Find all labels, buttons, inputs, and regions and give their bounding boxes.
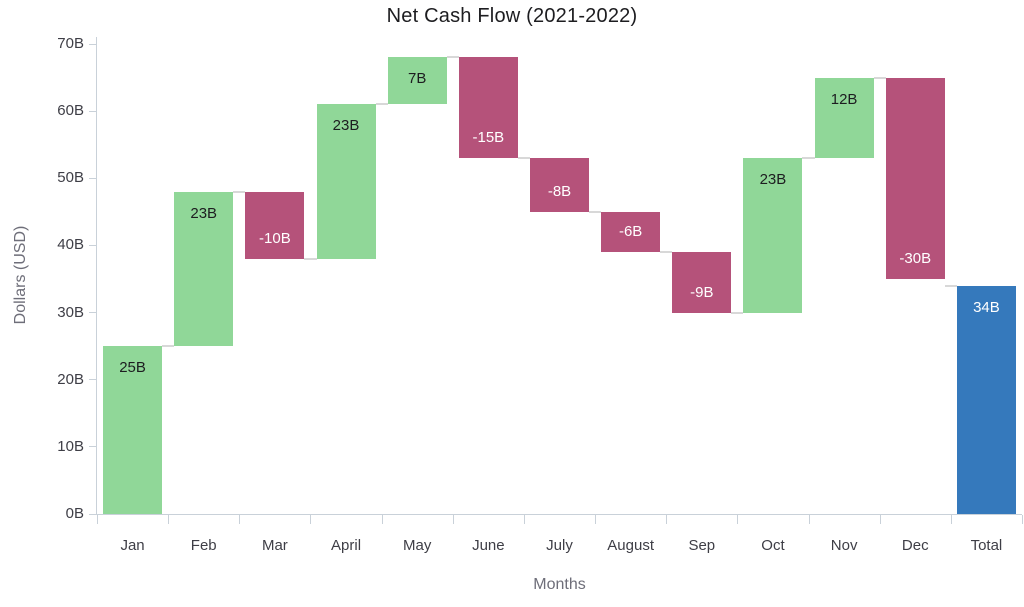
x-axis-tick bbox=[310, 515, 312, 524]
bar-value-label: -10B bbox=[259, 229, 291, 247]
waterfall-bar-jan bbox=[103, 346, 163, 514]
y-axis-tick bbox=[89, 43, 97, 45]
connector-line bbox=[162, 345, 175, 348]
chart-title: Net Cash Flow (2021-2022) bbox=[386, 5, 638, 27]
y-axis-tick bbox=[89, 244, 97, 246]
x-tick-label: Sep bbox=[688, 537, 716, 554]
connector-line bbox=[304, 257, 317, 260]
bar-value-label: -8B bbox=[547, 182, 572, 200]
connector-line bbox=[731, 311, 744, 314]
x-axis-tick bbox=[595, 515, 597, 524]
x-tick-label: July bbox=[546, 537, 573, 554]
x-tick-label: June bbox=[472, 537, 505, 554]
x-tick-label: Nov bbox=[830, 537, 858, 554]
y-axis-tick bbox=[89, 379, 97, 381]
bar-value-label: 34B bbox=[973, 298, 1000, 316]
x-axis-tick bbox=[168, 515, 170, 524]
bar-value-label: -15B bbox=[472, 129, 505, 147]
x-tick-label: May bbox=[403, 537, 432, 554]
x-tick-label: Total bbox=[970, 537, 1003, 554]
bar-value-label: -6B bbox=[618, 223, 643, 241]
x-tick-label: Jan bbox=[120, 537, 145, 554]
bar-value-label: 12B bbox=[830, 90, 858, 108]
waterfall-bar-july bbox=[530, 158, 589, 212]
y-tick-label: 20B bbox=[57, 370, 84, 388]
waterfall-bar-april bbox=[316, 104, 376, 259]
x-tick-label: Feb bbox=[190, 537, 217, 554]
x-axis-tick bbox=[1022, 515, 1023, 524]
bar-value-label: 23B bbox=[759, 171, 787, 189]
y-tick-label: 70B bbox=[57, 35, 84, 52]
connector-line bbox=[944, 284, 957, 287]
bar-value-label: 23B bbox=[190, 204, 218, 222]
y-axis-tick bbox=[89, 513, 97, 515]
x-axis-tick bbox=[97, 515, 98, 524]
y-axis-tick bbox=[89, 177, 97, 179]
bar-value-label: 23B bbox=[332, 117, 360, 135]
x-axis-tick bbox=[452, 515, 454, 524]
x-axis-tick bbox=[381, 515, 383, 524]
bar-value-label: -9B bbox=[690, 283, 714, 301]
y-tick-label: 30B bbox=[57, 303, 84, 321]
waterfall-bar-feb bbox=[174, 191, 234, 347]
y-tick-label: 40B bbox=[57, 236, 84, 254]
y-tick-label: 0B bbox=[65, 505, 84, 522]
waterfall-bar-august bbox=[601, 211, 661, 253]
bar-value-label: 25B bbox=[119, 359, 146, 377]
y-axis-line bbox=[96, 37, 97, 515]
x-tick-label: Oct bbox=[761, 537, 785, 554]
y-tick-label: 50B bbox=[57, 169, 84, 187]
x-tick-label: April bbox=[331, 537, 362, 554]
x-axis-tick bbox=[808, 515, 810, 524]
x-tick-label: Dec bbox=[901, 537, 929, 554]
connector-line bbox=[589, 210, 602, 213]
waterfall-bar-oct bbox=[743, 158, 803, 313]
x-axis-tick bbox=[239, 515, 241, 524]
x-tick-label: Mar bbox=[261, 537, 288, 554]
y-axis-tick bbox=[89, 312, 97, 314]
x-axis-title: Months bbox=[533, 576, 586, 593]
connector-line bbox=[873, 76, 886, 79]
x-axis-tick bbox=[879, 515, 881, 524]
bar-value-label: -30B bbox=[899, 250, 932, 267]
x-axis-tick bbox=[523, 515, 525, 524]
waterfall-bar-june bbox=[458, 57, 518, 159]
y-tick-label: 10B bbox=[57, 437, 84, 455]
connector-line bbox=[802, 157, 815, 160]
y-axis-tick bbox=[89, 110, 97, 112]
connector-line bbox=[233, 190, 246, 193]
bar-value-label: 7B bbox=[408, 70, 427, 88]
x-tick-label: August bbox=[607, 537, 654, 554]
x-axis-tick bbox=[737, 515, 739, 524]
waterfall-bar-mar bbox=[245, 191, 305, 259]
x-axis-tick bbox=[666, 515, 668, 524]
x-axis-line bbox=[89, 514, 1022, 515]
connector-line bbox=[375, 103, 388, 106]
y-axis-tick bbox=[89, 446, 97, 448]
waterfall-bar-sep bbox=[672, 252, 732, 313]
connector-line bbox=[517, 157, 530, 160]
waterfall-bar-may bbox=[387, 57, 447, 105]
waterfall-bar-dec bbox=[885, 77, 945, 279]
x-axis-tick bbox=[950, 515, 952, 524]
waterfall-bar-nov bbox=[814, 77, 874, 159]
waterfall-bar-total bbox=[956, 285, 1016, 514]
connector-line bbox=[446, 56, 459, 59]
connector-line bbox=[660, 251, 673, 254]
y-tick-label: 60B bbox=[57, 102, 84, 120]
